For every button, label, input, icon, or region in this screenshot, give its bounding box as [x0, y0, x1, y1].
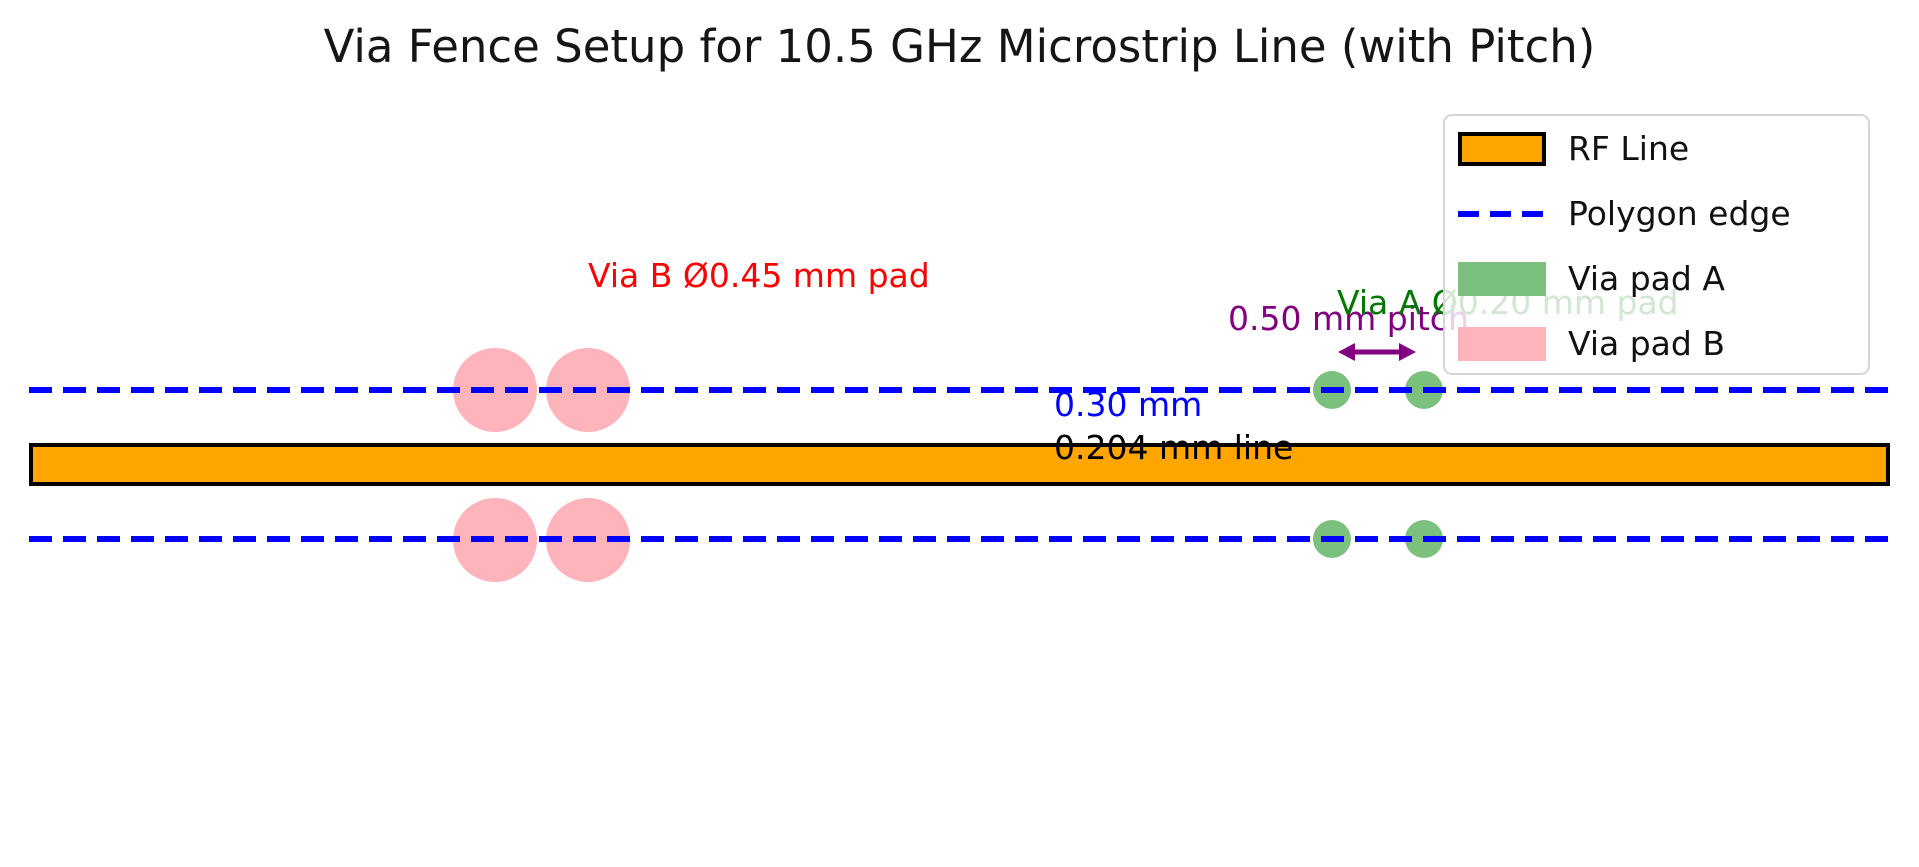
legend-item-via-pad-a: Via pad A — [1445, 246, 1868, 311]
pitch-double-arrow-icon — [1338, 343, 1416, 361]
chart-title: Via Fence Setup for 10.5 GHz Microstrip … — [323, 20, 1596, 73]
legend-item-rf-line: RF Line — [1445, 116, 1868, 181]
via-pad-b-swatch-icon — [1458, 326, 1546, 361]
via-b-annotation: Via B Ø0.45 mm pad — [588, 256, 930, 295]
polygon-edge-top-line — [29, 387, 1890, 393]
polygon-edge-swatch-icon — [1458, 210, 1546, 217]
rf-line-swatch-icon — [1458, 131, 1546, 166]
via-pad-a-swatch-icon — [1458, 261, 1546, 296]
rf-line-bar — [29, 443, 1890, 486]
legend-box: RF Line Polygon edge Via pad A Via pad B — [1443, 114, 1870, 375]
legend-label: Via pad A — [1568, 259, 1725, 298]
legend-item-polygon-edge: Polygon edge — [1445, 181, 1868, 246]
polygon-gap-annotation: 0.30 mm — [1054, 385, 1203, 424]
line-width-annotation: 0.204 mm line — [1054, 428, 1294, 467]
pitch-annotation: 0.50 mm pitch — [1228, 299, 1469, 338]
polygon-edge-bottom-line — [29, 536, 1890, 542]
legend-label: Polygon edge — [1568, 194, 1791, 233]
legend-label: Via pad B — [1568, 324, 1725, 363]
legend-item-via-pad-b: Via pad B — [1445, 311, 1868, 376]
legend-label: RF Line — [1568, 129, 1690, 168]
